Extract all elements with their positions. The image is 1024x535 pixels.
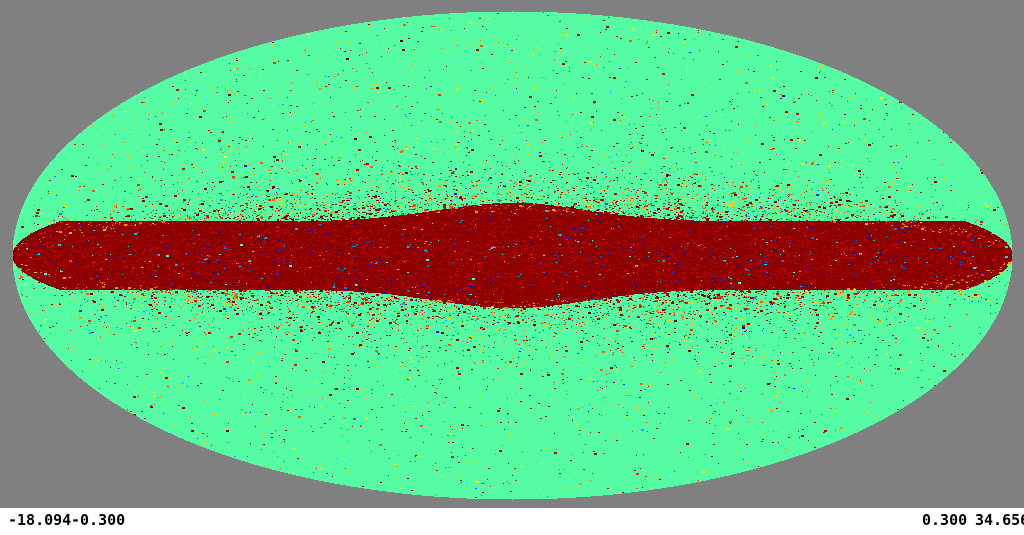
mollweide-sky-canvas [0,0,1024,500]
colorbar-max-label: 34.656 [975,511,1024,529]
colorbar-strip: -18.094 -0.300 0.300 34.656 [0,500,1024,535]
colorbar-high-cut-label: 0.300 [922,511,968,529]
colorbar-min-label: -18.094 [8,511,72,529]
sky-map-panel [0,0,1024,500]
colorbar-low-cut-label: -0.300 [71,511,126,529]
colorbar-label-band [0,508,1024,535]
